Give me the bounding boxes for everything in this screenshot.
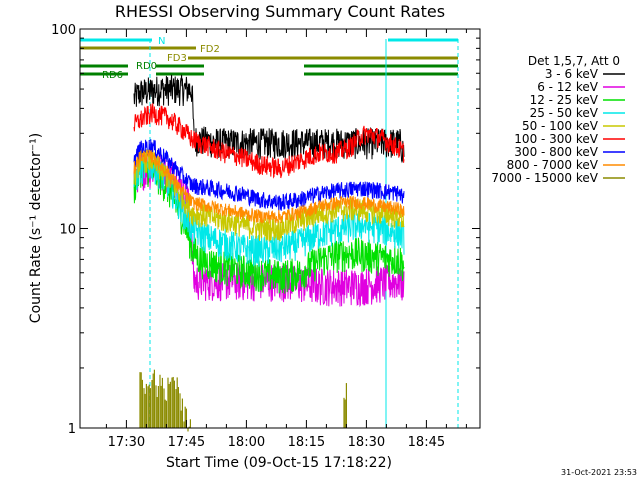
series-line-7 (133, 149, 405, 224)
footer-timestamp: 31-Oct-2021 23:53 (561, 468, 637, 477)
flag-label-fd3: FD3 (167, 53, 187, 64)
legend-label: 25 - 50 keV (530, 106, 599, 120)
legend-header: Det 1,5,7, Att 0 (528, 54, 620, 68)
series-line-5 (133, 103, 405, 179)
x-tick-label: 17:45 (168, 435, 205, 450)
legend-label: 6 - 12 keV (537, 80, 599, 94)
observing-flags: N FD2 FD3 RD0 RD6 (80, 36, 458, 81)
flag-label-n: N (158, 36, 165, 47)
y-axis: 1 10 100 (51, 23, 480, 437)
y-axis-label: Count Rate (s⁻¹ detector⁻¹) (28, 133, 44, 323)
x-axis: 17:30 17:45 18:00 18:15 18:30 18:45 (105, 29, 467, 450)
legend-label: 3 - 6 keV (545, 67, 599, 81)
x-tick-label: 17:30 (108, 435, 145, 450)
flag-label-fd2: FD2 (200, 44, 220, 55)
legend-label: 7000 - 15000 keV (491, 171, 598, 185)
x-axis-label: Start Time (09-Oct-15 17:18:22) (166, 455, 392, 471)
series-line-4 (133, 148, 405, 242)
x-tick-label: 18:00 (228, 435, 265, 450)
x-tick-label: 18:15 (288, 435, 325, 450)
legend-label: 800 - 7000 keV (507, 158, 599, 172)
flag-label-rd6: RD6 (102, 70, 123, 81)
legend-label: 50 - 100 keV (522, 119, 599, 133)
y-tick-label: 1 (68, 422, 76, 437)
y-tick-label: 10 (59, 223, 76, 238)
series-line-2 (133, 155, 405, 294)
flag-label-rd0: RD0 (136, 61, 157, 72)
legend-label: 100 - 300 keV (514, 132, 598, 146)
y-tick-label: 100 (51, 23, 76, 38)
legend-label: 300 - 800 keV (514, 145, 598, 159)
chart-title: RHESSI Observing Summary Count Rates (115, 2, 445, 21)
legend-label: 12 - 25 keV (530, 93, 599, 107)
x-tick-label: 18:45 (408, 435, 445, 450)
x-tick-label: 18:30 (348, 435, 385, 450)
data-series (133, 74, 405, 432)
series-line-1 (133, 153, 405, 308)
series-line-6 (133, 139, 405, 211)
